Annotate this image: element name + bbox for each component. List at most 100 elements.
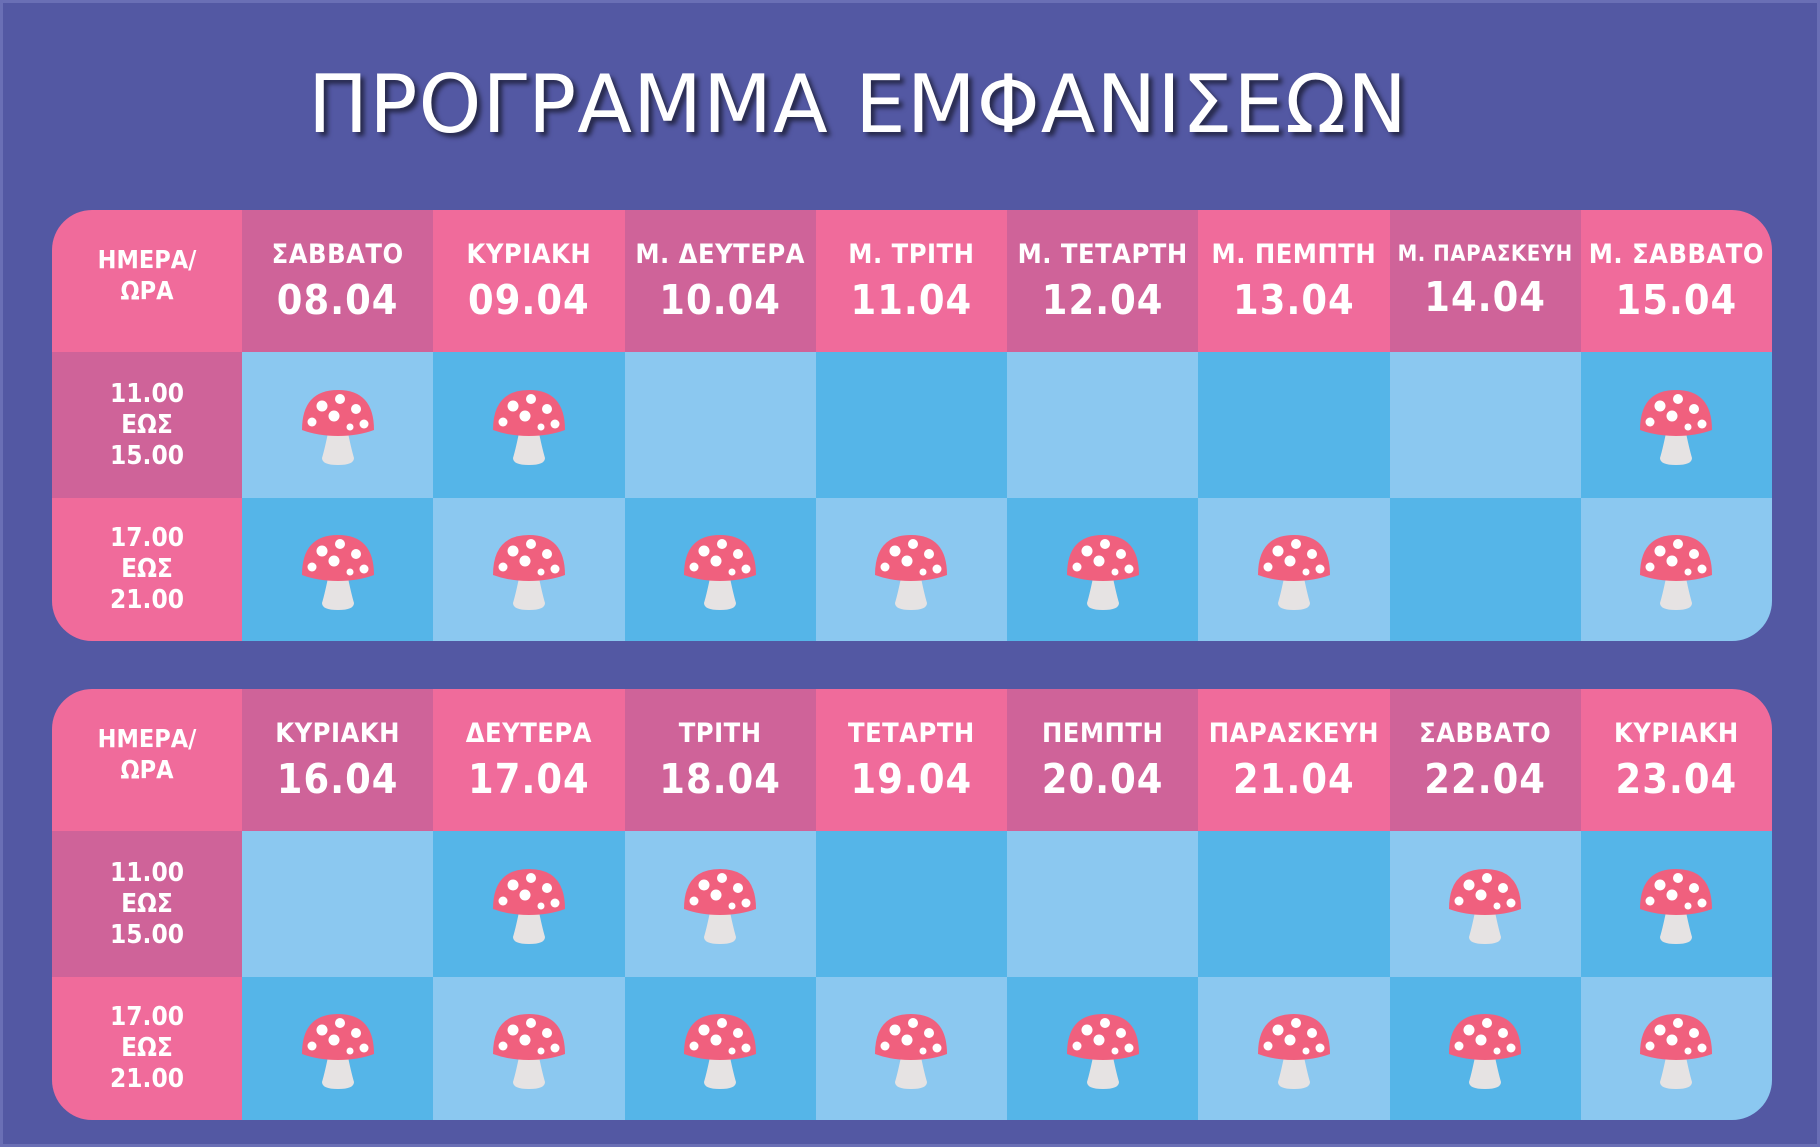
day-name: Μ. ΣΑΒΒΑΤΟ	[1588, 238, 1765, 270]
day-date: 13.04	[1233, 275, 1355, 324]
day-name: ΣΑΒΒΑΤΟ	[1419, 717, 1552, 749]
time-line: ΕΩΣ	[121, 1033, 173, 1063]
schedule-cell	[1580, 498, 1772, 641]
schedule-cell	[1007, 352, 1199, 498]
day-header: ΠΕΜΠΤΗ 20.04	[1007, 689, 1199, 831]
mushroom-icon	[875, 534, 948, 610]
schedule-cell	[1389, 352, 1581, 498]
time-line: 11.00	[110, 857, 184, 888]
time-line: 11.00	[110, 378, 184, 409]
schedule-table-week-1: ΗΜΕΡΑ/ΩΡΑ ΣΑΒΒΑΤΟ 08.04 ΚΥΡΙΑΚΗ 09.04 Μ. ΔΕΥΤ…	[52, 210, 1772, 641]
schedule-cell	[1007, 977, 1199, 1120]
corner-label-time: ΩΡΑ	[120, 276, 174, 305]
time-line: 15.00	[110, 919, 184, 950]
schedule-table-week-2: ΗΜΕΡΑ/ΩΡΑ ΚΥΡΙΑΚΗ 16.04 ΔΕΥΤΕΡΑ 17.04 ΤΡΙΤΗ 18…	[52, 689, 1772, 1120]
mushroom-icon	[684, 534, 757, 610]
schedule-cell	[242, 498, 434, 641]
day-date: 15.04	[1615, 275, 1738, 324]
day-header: ΠΑΡΑΣΚΕΥΗ 21.04	[1198, 689, 1390, 831]
day-date: 10.04	[659, 275, 781, 324]
time-line: 17.00	[110, 523, 184, 553]
corner-label-day: ΗΜΕΡΑ/	[97, 245, 197, 274]
time-line: ΕΩΣ	[121, 409, 173, 440]
day-header: ΤΡΙΤΗ 18.04	[624, 689, 816, 831]
schedule-cell	[624, 498, 816, 641]
mushroom-icon	[1257, 534, 1330, 610]
day-date: 09.04	[468, 275, 590, 324]
day-date: 12.04	[1041, 275, 1164, 324]
day-header: Μ. ΣΑΒΒΑΤΟ 15.04	[1580, 210, 1772, 352]
mushroom-icon	[301, 390, 374, 465]
day-date: 21.04	[1233, 754, 1355, 803]
day-header: Μ. ΤΕΤΑΡΤΗ 12.04	[1007, 210, 1199, 352]
schedule-cell	[815, 831, 1007, 977]
schedule-cell	[1198, 977, 1390, 1120]
day-date: 17.04	[468, 754, 590, 803]
time-line: 21.00	[110, 1064, 184, 1094]
day-header: ΣΑΒΒΑΤΟ 22.04	[1389, 689, 1581, 831]
corner-label-day: ΗΜΕΡΑ/	[97, 724, 197, 753]
day-date: 14.04	[1424, 272, 1546, 321]
day-date: 20.04	[1041, 754, 1164, 803]
time-line: 15.00	[110, 440, 184, 471]
mushroom-icon	[684, 869, 757, 944]
day-header: ΔΕΥΤΕΡΑ 17.04	[433, 689, 625, 831]
schedule-cell	[433, 831, 625, 977]
day-header: Μ. ΔΕΥΤΕΡΑ 10.04	[624, 210, 816, 352]
day-header: Μ. ΠΑΡΑΣΚΕΥΗ 14.04	[1389, 210, 1581, 352]
day-header: ΚΥΡΙΑΚΗ 09.04	[433, 210, 625, 352]
schedule-cell	[1198, 831, 1390, 977]
day-name: ΤΕΤΑΡΤΗ	[848, 717, 975, 749]
day-name: ΚΥΡΙΑΚΗ	[466, 238, 592, 270]
day-header: Μ. ΤΡΙΤΗ 11.04	[815, 210, 1007, 352]
day-date: 23.04	[1615, 754, 1738, 803]
mushroom-icon	[301, 534, 374, 610]
schedule-cell	[815, 352, 1007, 498]
day-name: ΠΕΜΠΤΗ	[1041, 717, 1164, 749]
mushroom-icon	[875, 1013, 948, 1089]
day-name: ΚΥΡΙΑΚΗ	[275, 717, 400, 749]
mushroom-icon	[1066, 534, 1139, 610]
day-header: Μ. ΠΕΜΠΤΗ 13.04	[1198, 210, 1390, 352]
mushroom-icon	[1257, 1013, 1330, 1089]
corner-label-time: ΩΡΑ	[120, 755, 174, 784]
schedule-cell	[433, 977, 625, 1120]
mushroom-icon	[301, 1013, 374, 1089]
schedule-cell	[242, 977, 434, 1120]
mushroom-icon	[1640, 534, 1713, 610]
schedule-cell	[242, 831, 434, 977]
mushroom-icon	[1640, 1013, 1713, 1089]
mushroom-icon	[684, 1013, 757, 1089]
day-header: ΚΥΡΙΑΚΗ 23.04	[1580, 689, 1772, 831]
schedule-cell	[624, 977, 816, 1120]
schedule-cell	[242, 352, 434, 498]
day-date: 22.04	[1424, 754, 1546, 803]
schedule-cell	[1389, 977, 1581, 1120]
day-name: Μ. ΤΡΙΤΗ	[848, 238, 975, 270]
day-date: 18.04	[659, 754, 781, 803]
schedule-cell	[433, 352, 625, 498]
schedule-cell	[1580, 352, 1772, 498]
schedule-cell	[1580, 831, 1772, 977]
day-name: ΣΑΒΒΑΤΟ	[271, 238, 404, 270]
schedule-cell	[624, 352, 816, 498]
schedule-cell	[815, 498, 1007, 641]
time-slot-label: 11.00 ΕΩΣ 15.00	[52, 831, 242, 977]
time-slot-label: 17.00 ΕΩΣ 21.00	[52, 498, 242, 641]
schedule-cell	[1198, 352, 1390, 498]
day-header: ΣΑΒΒΑΤΟ 08.04	[242, 210, 434, 352]
schedule-cell	[1389, 831, 1581, 977]
day-name: ΠΑΡΑΣΚΕΥΗ	[1208, 717, 1379, 749]
day-date: 16.04	[276, 754, 399, 803]
day-header: ΤΕΤΑΡΤΗ 19.04	[815, 689, 1007, 831]
schedule-cell	[1007, 498, 1199, 641]
mushroom-icon	[1640, 869, 1713, 944]
time-slot-label: 17.00 ΕΩΣ 21.00	[52, 977, 242, 1120]
page-title: ΠΡΟΓΡΑΜΜΑ ΕΜΦΑΝΙΣΕΩΝ	[308, 58, 1408, 151]
day-date: 11.04	[850, 275, 973, 324]
schedule-cell	[1580, 977, 1772, 1120]
day-name: Μ. ΤΕΤΑΡΤΗ	[1017, 238, 1188, 270]
mushroom-icon	[492, 534, 565, 610]
day-name: ΚΥΡΙΑΚΗ	[1614, 717, 1739, 749]
